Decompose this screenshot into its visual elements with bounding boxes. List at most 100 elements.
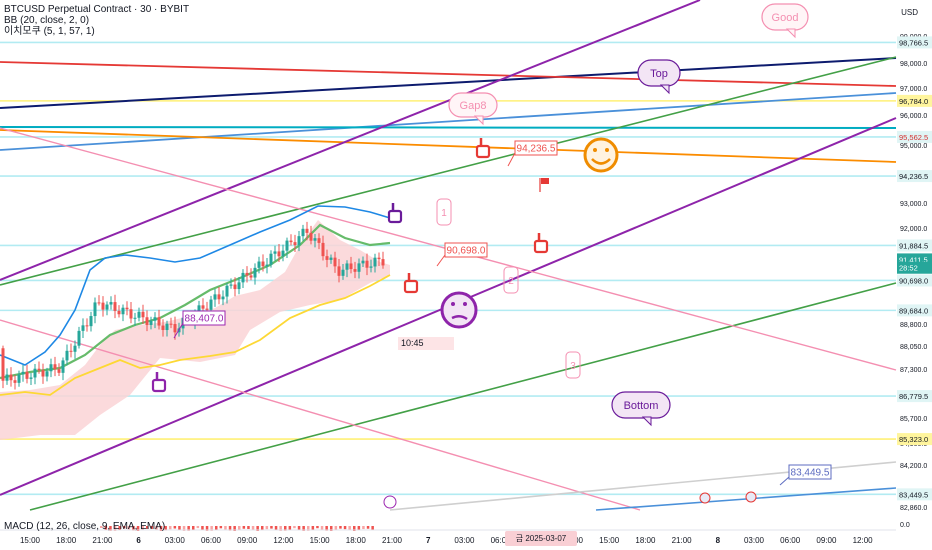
bb-upper-band xyxy=(0,205,391,366)
candle-body-72 xyxy=(289,240,293,243)
trend-line-4 xyxy=(0,129,897,163)
macd-hist-39 xyxy=(279,526,282,531)
x-tick-3: 6 xyxy=(136,536,141,545)
callout-88407-leader xyxy=(173,322,184,339)
macd-hist-41 xyxy=(288,526,292,530)
trend-line-7 xyxy=(0,56,897,286)
x-tick-2: 21:00 xyxy=(92,536,113,545)
price-tag-5: 91,411.5 xyxy=(899,255,928,264)
candle-body-24 xyxy=(97,302,101,304)
macd-hist-7 xyxy=(132,526,135,531)
x-tick-6: 09:00 xyxy=(237,536,258,545)
price-tag-box-1 xyxy=(897,94,932,107)
candle-body-91 xyxy=(365,260,369,268)
x-tick-11: 7 xyxy=(426,536,431,545)
price-tag-box-3 xyxy=(897,170,932,183)
hand-icon-4 xyxy=(151,378,167,393)
x-tick-9: 18:00 xyxy=(346,536,367,545)
candle-body-25 xyxy=(101,302,105,310)
candle-body-66 xyxy=(265,264,269,267)
price-tag-2: 95,562.5 xyxy=(899,133,928,142)
callout-83449-leader xyxy=(779,476,790,486)
candle-body-37 xyxy=(149,320,153,325)
price-tag-1: 96,784.0 xyxy=(899,97,928,106)
macd-hist-59 xyxy=(371,526,374,531)
macd-hist-40 xyxy=(284,526,287,531)
macd-hist-25 xyxy=(215,526,218,530)
y-tick-9: 88,800.0 xyxy=(900,322,927,329)
price-tag-10: 85,323.0 xyxy=(899,435,928,444)
price-tag-box-10 xyxy=(897,433,932,446)
thinking-eye-left xyxy=(451,302,455,306)
candle-body-75 xyxy=(301,228,305,237)
candle-body-73 xyxy=(293,242,297,246)
trend-line-10 xyxy=(0,319,641,511)
macd-hist-56 xyxy=(357,526,361,531)
macd-hist-3 xyxy=(113,526,117,531)
macd-hist-47 xyxy=(316,526,319,529)
good-bubble-text: Good xyxy=(772,12,799,24)
candle-body-7 xyxy=(29,377,33,379)
symbol-title: BTCUSD Perpetual Contract · 30 · BYBIT xyxy=(4,4,190,15)
flag-icon xyxy=(541,178,549,184)
candle-body-80 xyxy=(321,242,325,257)
macd-hist-30 xyxy=(238,526,241,531)
macd-hist-8 xyxy=(136,526,140,531)
candle-body-28 xyxy=(113,302,117,311)
macd-hist-16 xyxy=(173,526,177,529)
gap-bubble-text: Gap8 xyxy=(460,100,487,112)
candle-body-70 xyxy=(281,250,285,257)
smiley-face-icon xyxy=(583,137,619,173)
macd-hist-15 xyxy=(169,526,172,530)
callout-88407-text: 88,407.0 xyxy=(185,314,224,325)
candle-body-54 xyxy=(217,294,221,300)
callout-94236-text: 94,236.5 xyxy=(517,144,556,155)
y-tick-16: 82,860.0 xyxy=(900,505,927,512)
callout-90698-box xyxy=(444,242,488,258)
price-tag-box-11 xyxy=(897,488,932,501)
price-tag-0: 98,766.5 xyxy=(899,38,928,47)
macd-hist-19 xyxy=(187,526,190,531)
smiley-eye-left xyxy=(593,148,597,152)
callout-94236-leader xyxy=(507,152,516,167)
candle-body-38 xyxy=(153,317,157,321)
x-tick-17: 18:00 xyxy=(635,536,656,545)
macd-hist-4 xyxy=(118,526,121,531)
price-tag-7: 90,698.0 xyxy=(899,276,928,285)
date-cursor-label: 금 2025-03-07 09:00 xyxy=(505,531,577,550)
candle-body-84 xyxy=(337,266,341,276)
candle-body-51 xyxy=(205,308,209,310)
macd-hist-32 xyxy=(247,526,250,530)
candle-body-85 xyxy=(341,269,345,276)
x-tick-5: 06:00 xyxy=(201,536,222,545)
macd-hist-9 xyxy=(141,526,144,531)
y-tick-7: 92,000.0 xyxy=(900,226,927,233)
x-tick-20: 03:00 xyxy=(744,536,765,545)
macd-hist-22 xyxy=(201,526,204,530)
macd-hist-37 xyxy=(270,526,273,529)
macd-hist-48 xyxy=(320,526,324,530)
callout-90698-text: 90,698.0 xyxy=(447,246,486,257)
good-bubble-tail xyxy=(785,28,796,39)
hand-icon-1 xyxy=(475,144,491,159)
candle-body-88 xyxy=(353,269,357,272)
macd-hist-23 xyxy=(205,526,209,531)
macd-hist-26 xyxy=(219,526,223,529)
x-tick-22: 09:00 xyxy=(816,536,837,545)
callout-90698-leader xyxy=(436,254,446,267)
lightning-event-icon xyxy=(383,495,397,509)
macd-hist-51 xyxy=(334,526,338,531)
macd-hist-52 xyxy=(339,526,342,529)
callout-83449-box xyxy=(788,464,832,480)
macd-hist-44 xyxy=(302,526,305,531)
macd-hist-12 xyxy=(155,526,158,531)
wave-label-1: 1 xyxy=(441,208,447,219)
macd-hist-55 xyxy=(353,526,356,531)
candle-body-43 xyxy=(173,324,177,333)
top-bubble-tail xyxy=(659,84,670,95)
price-tag-6: 28:52 xyxy=(899,264,918,273)
candle-body-82 xyxy=(329,257,333,260)
candle-body-83 xyxy=(333,257,337,267)
trend-line-8 xyxy=(29,282,897,511)
